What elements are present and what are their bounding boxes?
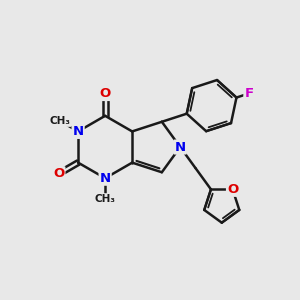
- Text: CH₃: CH₃: [50, 116, 70, 126]
- Text: N: N: [100, 172, 111, 185]
- Text: F: F: [244, 87, 254, 100]
- Text: O: O: [100, 87, 111, 100]
- Text: CH₃: CH₃: [94, 194, 116, 204]
- Text: O: O: [53, 167, 64, 180]
- Text: N: N: [73, 125, 84, 138]
- Text: N: N: [175, 140, 186, 154]
- Text: O: O: [227, 183, 238, 196]
